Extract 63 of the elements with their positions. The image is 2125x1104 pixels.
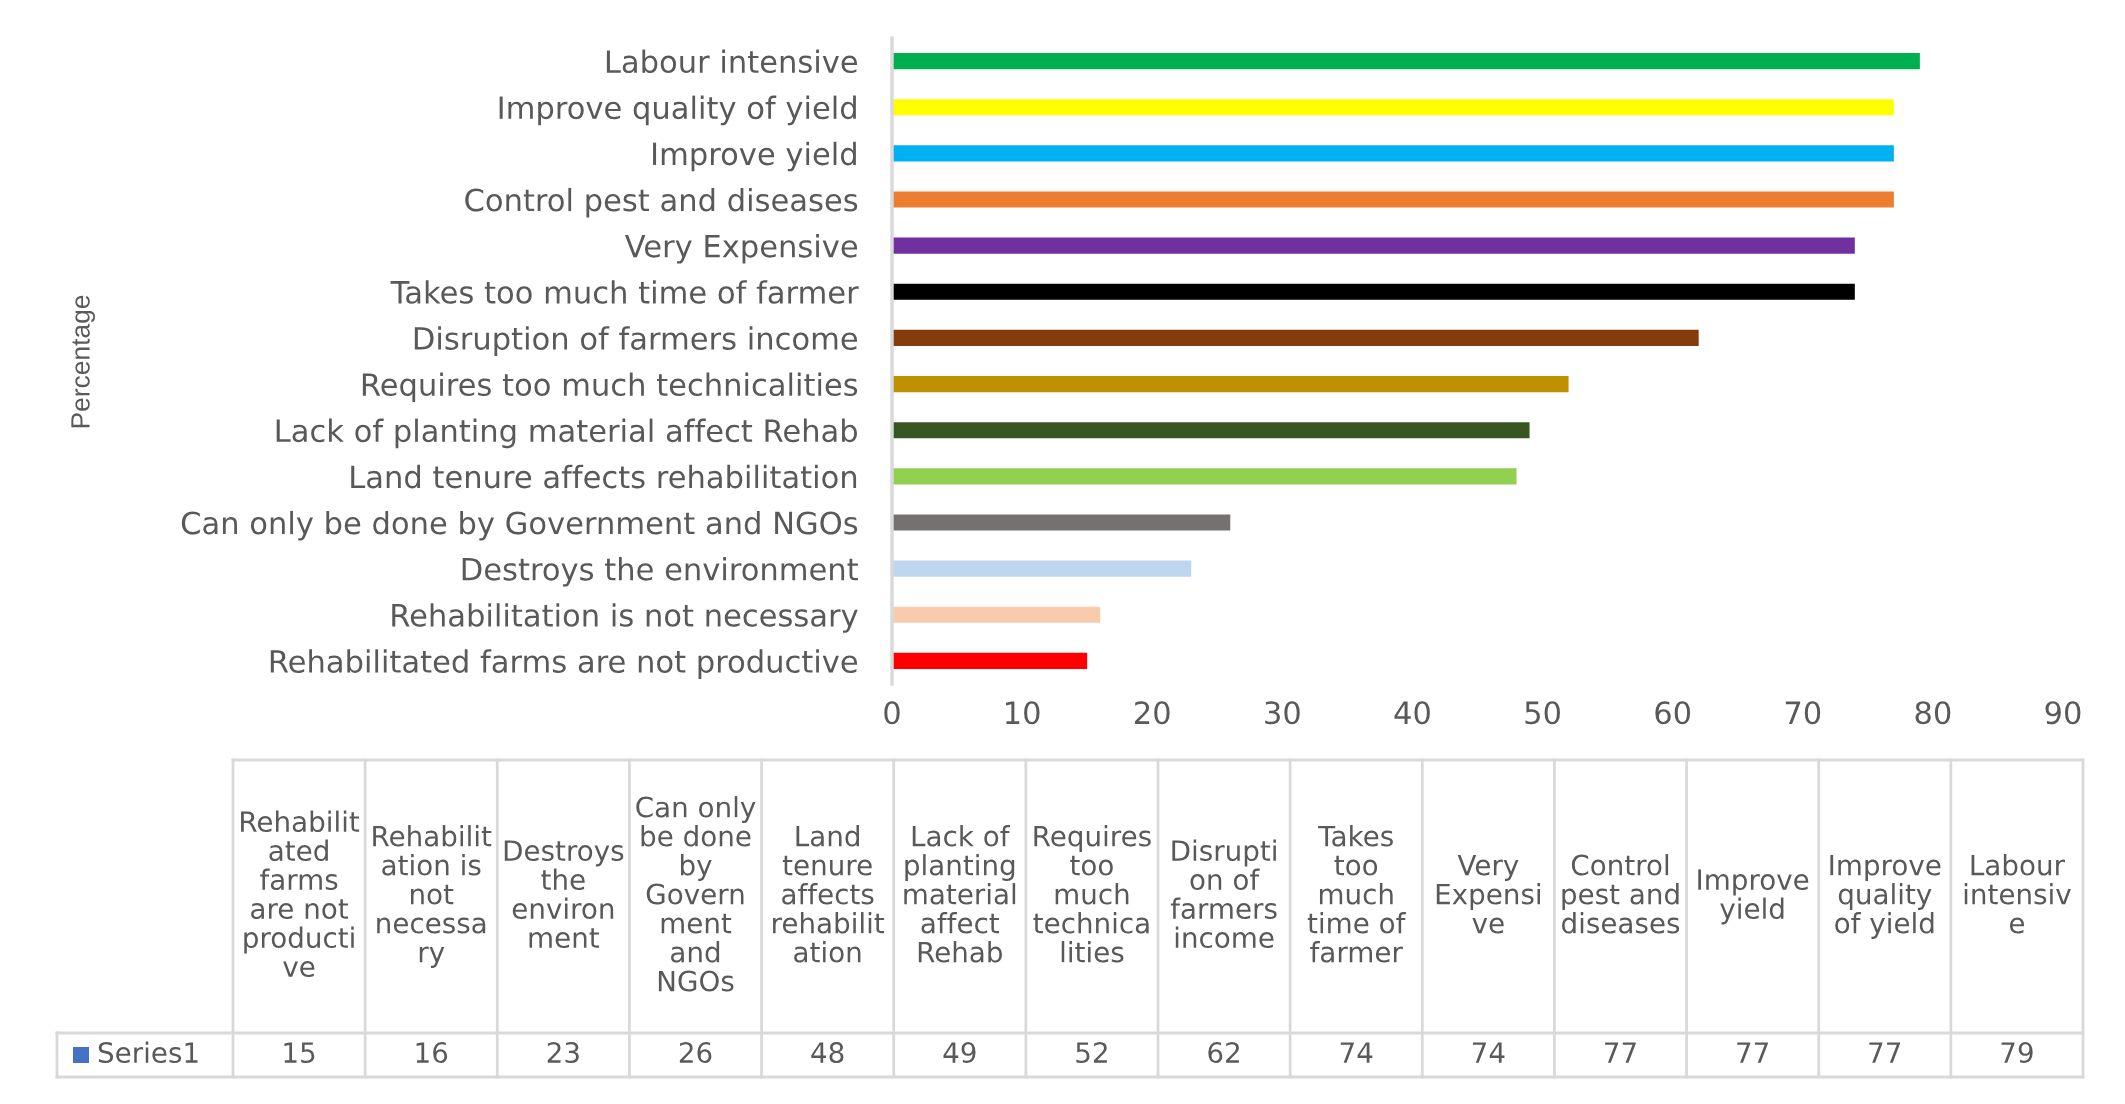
bar — [892, 422, 1530, 439]
x-tick-label: 80 — [1915, 701, 1951, 725]
bar — [892, 237, 1855, 254]
data-label: 74 — [1472, 1042, 1505, 1063]
bar — [892, 53, 1920, 70]
y-tick-label: Can only be done by Government and NGOs — [181, 510, 858, 541]
y-tick-label: Requires too much technicalities — [362, 372, 858, 403]
category-label: Lack of planting material affect Rehab — [904, 825, 1016, 963]
data-label: 49 — [943, 1042, 976, 1064]
data-label: 77 — [1737, 1042, 1768, 1063]
data-label: 52 — [1076, 1042, 1107, 1064]
data-label: 74 — [1340, 1042, 1373, 1063]
data-label: 16 — [416, 1042, 448, 1064]
x-tick-label: 60 — [1655, 701, 1691, 725]
data-label: 77 — [1605, 1042, 1636, 1063]
category-label: Improve quality of yield — [1830, 854, 1941, 939]
x-tick-label: 50 — [1525, 701, 1560, 725]
category-label: Takes too much time of farmer — [1307, 825, 1406, 963]
bar — [892, 191, 1894, 208]
x-tick-label: 10 — [1006, 701, 1040, 725]
x-tick-label: 90 — [2045, 701, 2081, 725]
bar — [892, 468, 1517, 485]
bar — [892, 329, 1699, 346]
category-label: Labour intensive — [1964, 854, 2071, 934]
bar — [892, 99, 1894, 116]
y-tick-label: Rehabilitation is not necessary — [392, 603, 858, 633]
bar — [892, 560, 1192, 577]
bar — [892, 145, 1894, 162]
data-label: 77 — [1869, 1042, 1901, 1063]
data-label: 62 — [1208, 1042, 1239, 1064]
category-label: Requires too much technicalities — [1033, 825, 1151, 963]
y-tick-label: Lack of planting material affect Rehab — [276, 418, 857, 449]
data-label: 15 — [284, 1042, 315, 1064]
category-label: Improve yield — [1698, 869, 1809, 925]
y-tick-label: Land tenure affects rehabilitation — [351, 464, 857, 489]
y-tick-label: Labour intensive — [606, 49, 858, 74]
x-tick-label: 70 — [1785, 701, 1821, 725]
legend-label: Series1 — [98, 1041, 198, 1064]
category-label: Control pest and diseases — [1562, 854, 1680, 934]
x-tick-label: 40 — [1394, 701, 1430, 725]
x-tick-label: 0 — [884, 701, 900, 725]
x-tick-label: 20 — [1135, 701, 1170, 725]
y-tick-label: Disruption of farmers income — [414, 326, 858, 356]
y-tick-label: Rehabilitated farms are not productive — [270, 649, 858, 679]
data-label: 26 — [679, 1042, 712, 1064]
data-label: 23 — [547, 1042, 579, 1064]
bar — [892, 283, 1855, 300]
bar — [892, 652, 1088, 669]
y-tick-label: Improve quality of yield — [499, 95, 856, 126]
y-tick-label: Improve yield — [653, 141, 856, 172]
bar — [892, 514, 1231, 531]
y-tick-label: Very Expensive — [624, 234, 858, 264]
y-tick-label: Takes too much time of farmer — [390, 280, 859, 304]
category-label: Disruption of farmers income — [1170, 839, 1277, 949]
category-label: Very Expensive — [1436, 854, 1540, 934]
x-tick-label: 30 — [1265, 701, 1300, 725]
data-label: 79 — [2001, 1042, 2033, 1064]
y-tick-label: Control pest and diseases — [465, 187, 858, 218]
bar — [892, 376, 1569, 393]
bar — [892, 606, 1101, 623]
y-tick-label: Destroys the environment — [462, 557, 858, 587]
y-axis-title: Percentage — [71, 295, 95, 428]
data-label: 48 — [811, 1042, 844, 1064]
